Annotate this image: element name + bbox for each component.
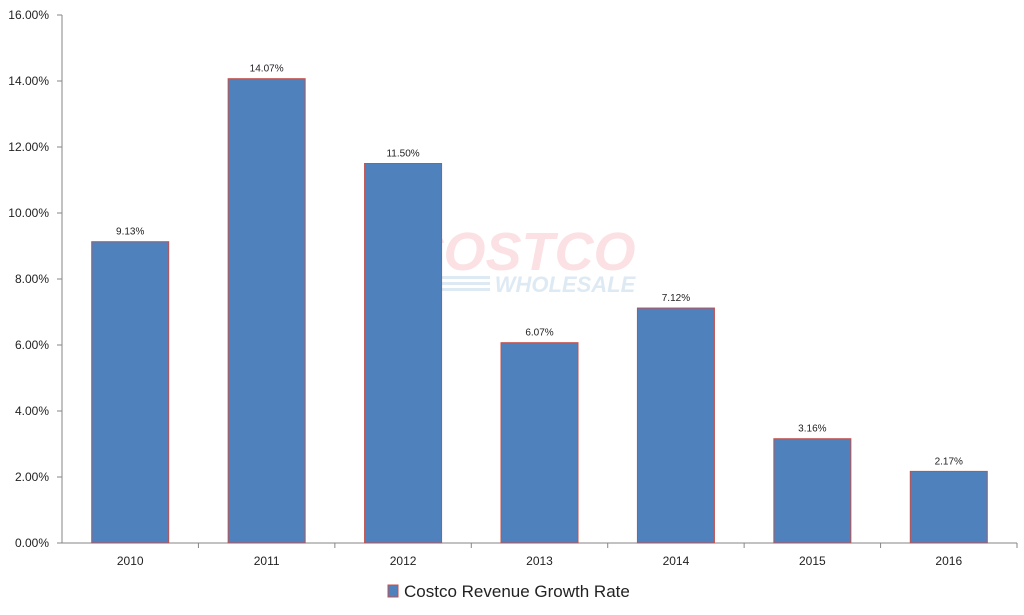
bar-2014 [636,307,715,544]
y-tick-label: 16.00% [8,8,49,22]
x-tick-label: 2011 [254,554,280,568]
data-label: 3.16% [798,424,826,435]
y-tick-label: 0.00% [15,536,49,550]
data-label: 9.13% [116,227,144,238]
bar-2013 [500,342,579,544]
y-tick-label: 14.00% [8,74,49,88]
data-label: 14.07% [250,64,284,75]
bar-2011 [227,78,306,544]
y-tick-label: 2.00% [15,470,49,484]
legend-marker [387,584,399,598]
y-tick-label: 8.00% [15,272,49,286]
x-tick-label: 2016 [935,554,962,568]
y-tick-label: 4.00% [15,404,49,418]
y-tick-label: 6.00% [15,338,49,352]
y-tick-label: 12.00% [8,140,49,154]
x-tick-label: 2014 [663,554,690,568]
data-label: 11.50% [386,149,419,160]
x-tick-label: 2015 [799,554,826,568]
x-tick-label: 2012 [390,554,417,568]
data-label: 6.07% [525,328,553,339]
bar-2012 [364,163,443,544]
x-tick-label: 2013 [526,554,553,568]
svg-text:COSTCO: COSTCO [404,222,635,282]
data-label: 2.17% [935,456,963,467]
bar-2016 [909,470,988,544]
y-tick-label: 10.00% [8,206,49,220]
bar-2015 [773,438,852,544]
x-tick-label: 2010 [117,554,144,568]
data-label: 7.12% [662,293,690,304]
legend-label: Costco Revenue Growth Rate [404,582,630,601]
legend: Costco Revenue Growth Rate [387,582,630,601]
svg-text:WHOLESALE: WHOLESALE [495,272,637,297]
costco-watermark-logo: COSTCO WHOLESALE [400,222,637,297]
bar-2010 [91,241,170,544]
